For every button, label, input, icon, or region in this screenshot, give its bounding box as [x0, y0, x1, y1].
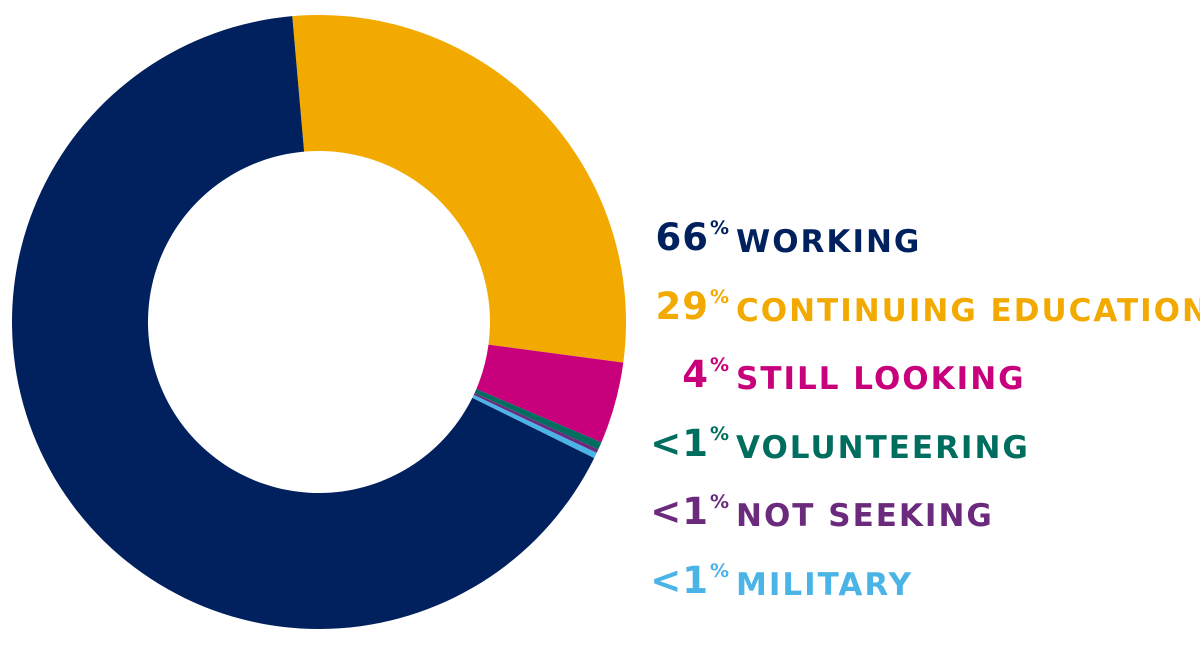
donut-chart [12, 15, 626, 630]
legend-percent-continuing-education: 29% [655, 284, 730, 328]
legend-item-military: <1% MILITARY [640, 555, 1200, 624]
donut-slice-military [472, 394, 597, 459]
legend-label-working: WORKING [736, 224, 922, 260]
donut-slice-working [12, 16, 595, 630]
legend-percent-still-looking: 4% [682, 353, 730, 396]
legend-item-continuing-education: 29% CONTINUING EDUCATION [640, 281, 1200, 350]
donut-slice-not-seeking [473, 392, 599, 453]
legend-percent-not-seeking: <1% [650, 490, 730, 533]
legend-label-military: MILITARY [736, 566, 914, 603]
legend: 66% WORKING 29% CONTINUING EDUCATION 4% … [640, 212, 1200, 623]
legend-label-volunteering: VOLUNTEERING [736, 429, 1030, 466]
legend-percent-working: 66% [655, 216, 730, 259]
donut-slice-continuing-education [292, 15, 626, 363]
legend-item-still-looking: 4% STILL LOOKING [640, 349, 1200, 418]
legend-percent-volunteering: <1% [650, 421, 730, 465]
donut-slice-still-looking [476, 344, 624, 443]
legend-percent-military: <1% [650, 558, 730, 602]
legend-item-working: 66% WORKING [640, 212, 1200, 281]
donut-slice-volunteering [474, 389, 602, 450]
legend-label-continuing-education: CONTINUING EDUCATION [736, 292, 1200, 329]
legend-item-not-seeking: <1% NOT SEEKING [640, 486, 1200, 555]
legend-item-volunteering: <1% VOLUNTEERING [640, 418, 1200, 487]
legend-label-still-looking: STILL LOOKING [736, 361, 1026, 397]
legend-label-not-seeking: NOT SEEKING [736, 498, 994, 534]
